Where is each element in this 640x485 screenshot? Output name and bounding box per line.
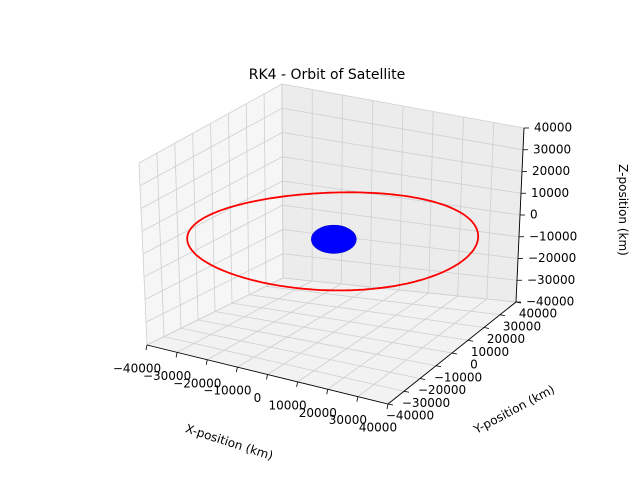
y-tick-mark — [404, 391, 409, 392]
y-tick-label: −30000 — [402, 396, 450, 410]
x-tick-label: −10000 — [203, 384, 251, 398]
z-tick-label: 10000 — [531, 186, 569, 200]
y-tick-label: 40000 — [519, 307, 557, 321]
x-tick-mark — [357, 397, 358, 402]
y-tick-label: −40000 — [386, 409, 434, 423]
z-tick-label: −30000 — [527, 273, 575, 287]
chart-title: RK4 - Orbit of Satellite — [249, 67, 406, 83]
y-tick-label: 0 — [470, 358, 478, 372]
x-tick-mark — [146, 345, 147, 350]
x-tick-mark — [176, 352, 177, 357]
y-tick-mark — [468, 340, 473, 341]
y-tick-mark — [388, 404, 393, 405]
earth-sphere — [311, 225, 356, 253]
z-tick-label: −40000 — [526, 295, 574, 309]
z-tick-label: 20000 — [532, 164, 570, 178]
y-axis-label: Y-position (km) — [470, 382, 557, 437]
x-axis-label: X-position (km) — [184, 421, 275, 463]
y-tick-mark — [452, 353, 457, 354]
x-tick-mark — [267, 375, 268, 380]
x-tick-label: 40000 — [359, 421, 397, 435]
x-tick-mark — [206, 360, 207, 365]
z-axis-label: Z-position (km) — [616, 164, 630, 256]
x-tick-label: 0 — [254, 391, 262, 405]
x-tick-mark — [327, 389, 328, 394]
z-tick-label: 0 — [530, 208, 538, 222]
y-tick-label: 30000 — [503, 319, 541, 333]
y-tick-label: −10000 — [434, 370, 482, 384]
z-tick-label: 40000 — [534, 121, 572, 135]
x-tick-mark — [236, 367, 237, 372]
z-tick-label: −20000 — [528, 251, 576, 265]
y-tick-mark — [420, 379, 425, 380]
y-tick-mark — [436, 366, 441, 367]
y-tick-label: 20000 — [487, 332, 525, 346]
y-tick-mark — [500, 315, 505, 316]
z-tick-label: −10000 — [529, 229, 577, 243]
y-tick-label: 10000 — [471, 345, 509, 359]
x-tick-mark — [297, 382, 298, 387]
y-tick-mark — [484, 328, 489, 329]
z-tick-label: 30000 — [533, 142, 571, 156]
y-tick-label: −20000 — [418, 383, 466, 397]
